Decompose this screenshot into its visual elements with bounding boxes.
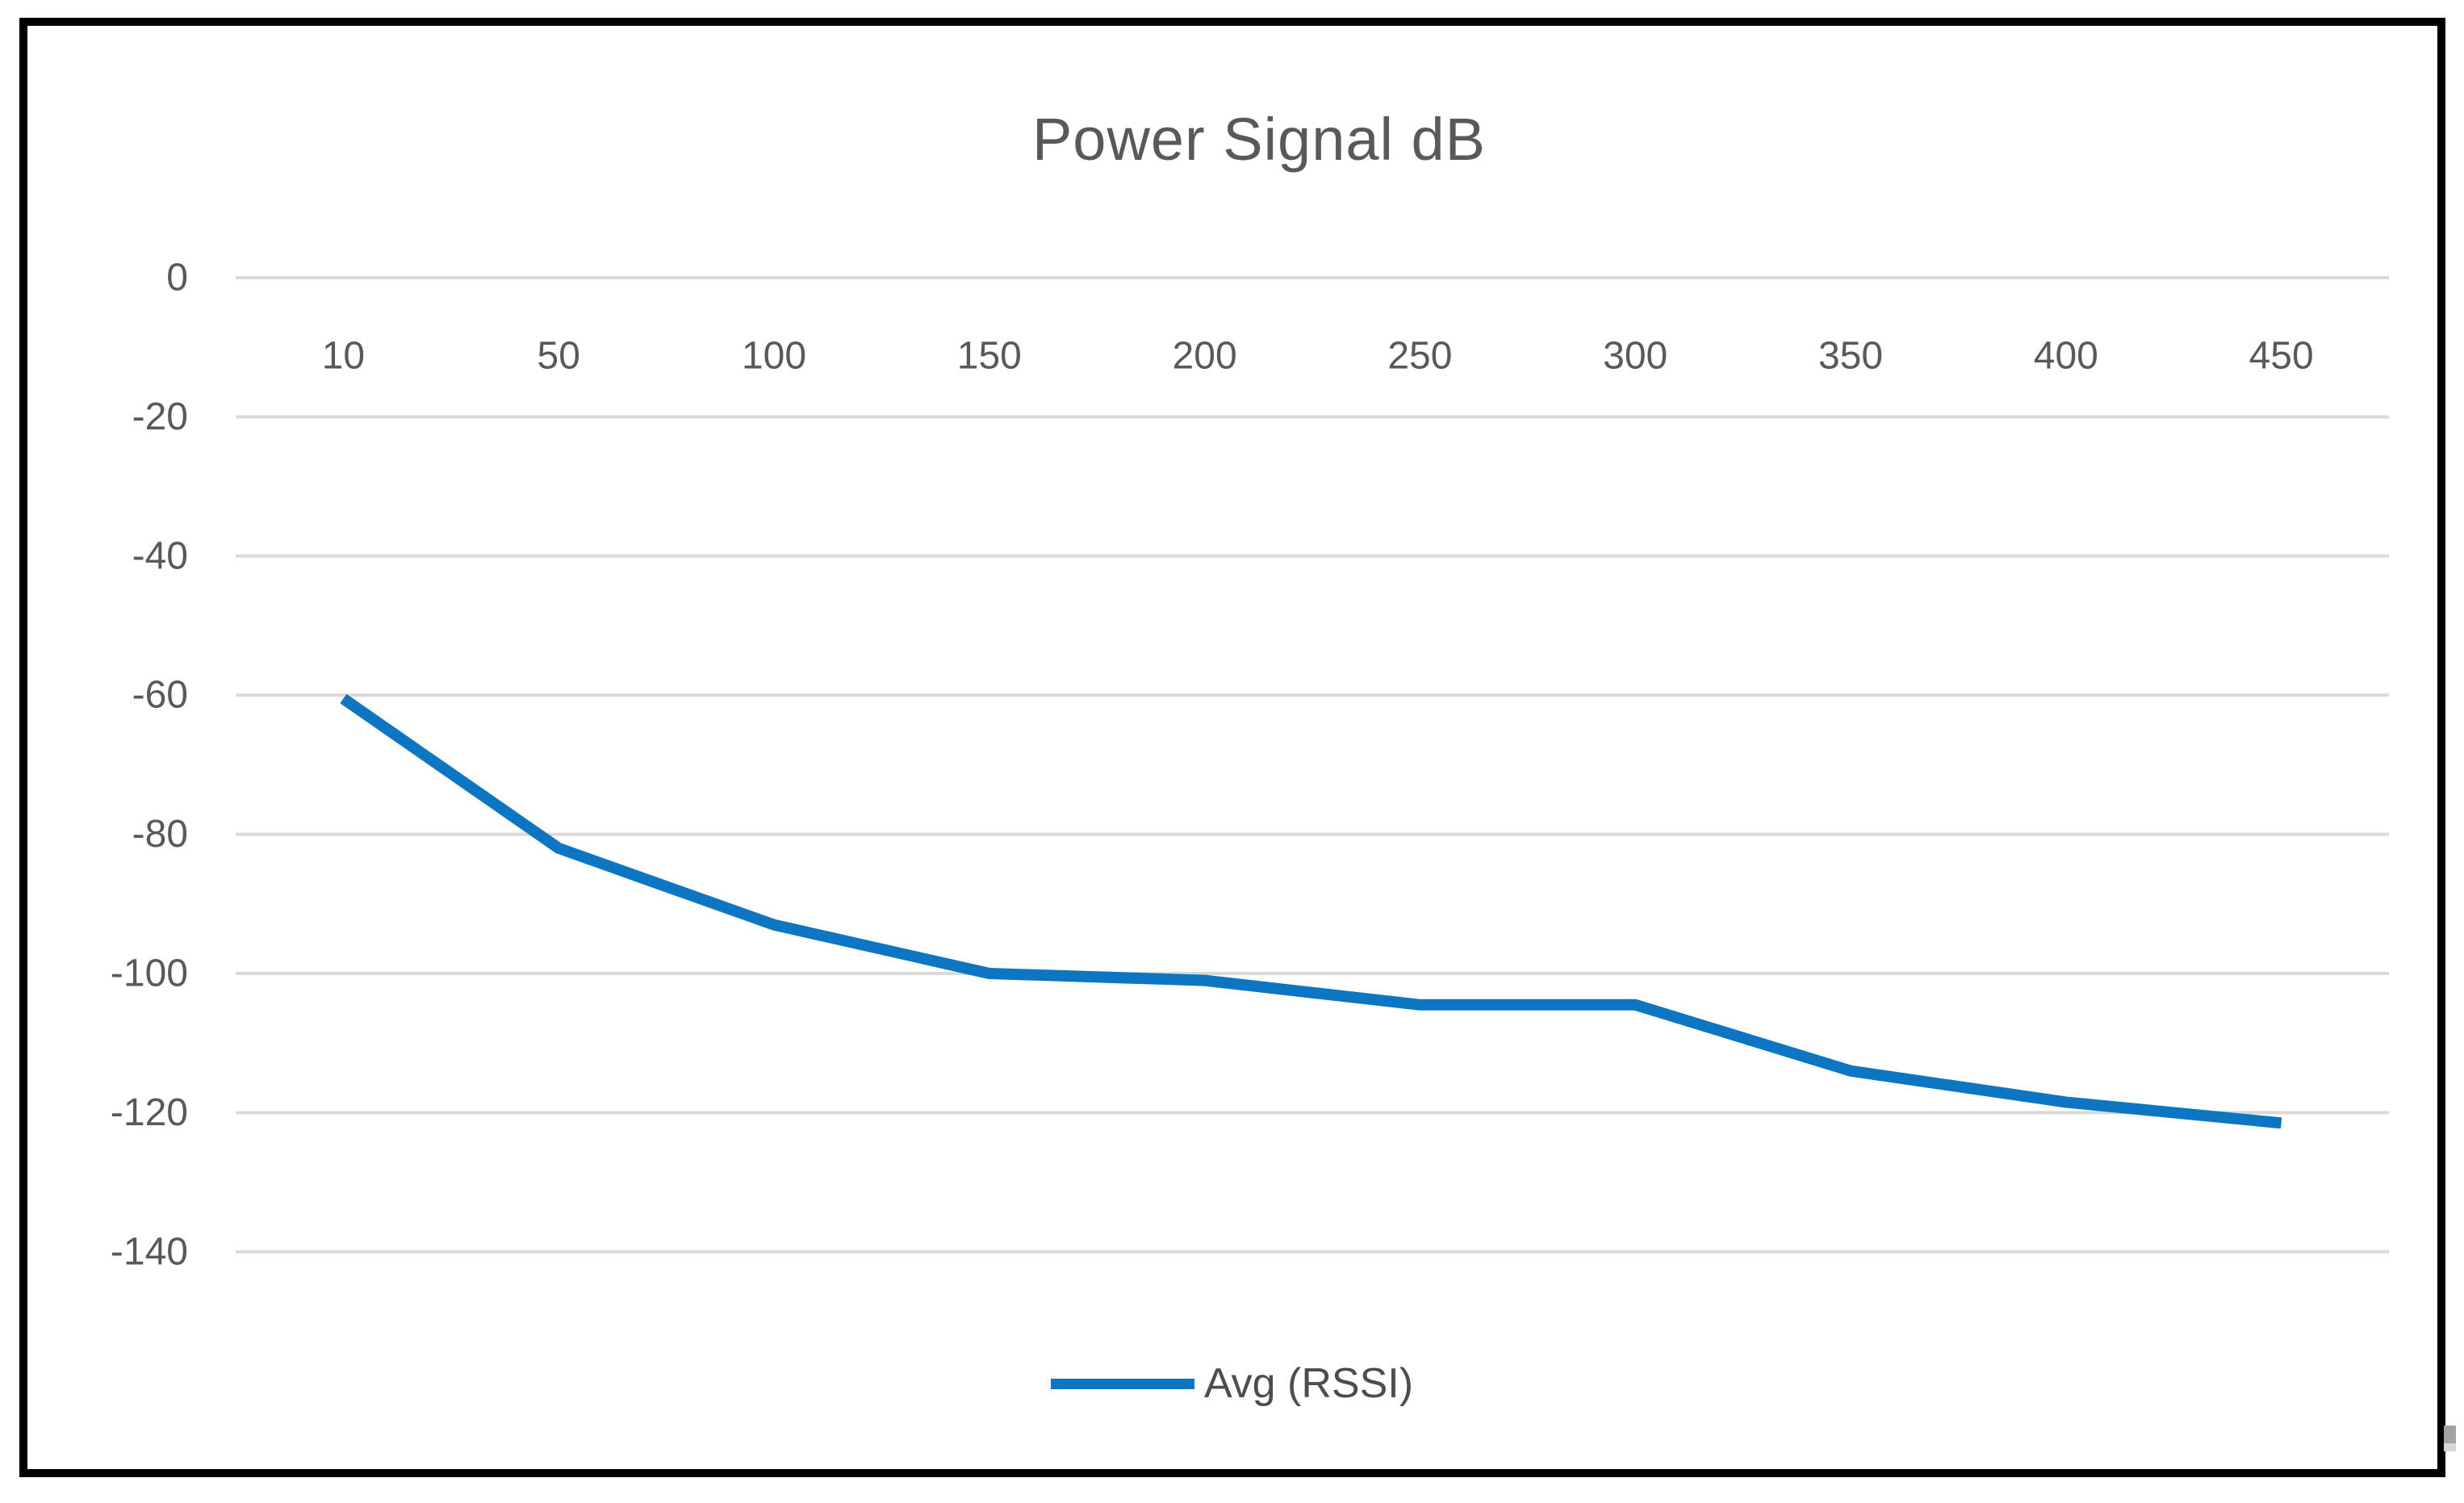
chart-title: Power Signal dB xyxy=(1031,106,1487,173)
y-axis-tick-label: -40 xyxy=(132,534,188,577)
x-axis-tick-label: 150 xyxy=(957,335,1022,378)
x-axis-tick-label: 100 xyxy=(742,335,806,378)
y-axis-tick-label: -100 xyxy=(111,952,188,995)
chart-legend: Avg (RSSI) xyxy=(0,1353,2464,1414)
x-axis-tick-label: 350 xyxy=(1818,335,1883,378)
x-axis-tick-label: 250 xyxy=(1387,335,1452,378)
right-border-handle-nub-shade xyxy=(2444,1443,2456,1451)
chart-border-frame xyxy=(19,18,2445,1477)
y-axis-tick-label: -60 xyxy=(132,674,188,717)
series-line-avg-rssi xyxy=(340,693,2282,1129)
x-axis-tick-label: 10 xyxy=(322,335,365,378)
y-axis-tick-label: -80 xyxy=(132,813,188,856)
right-border-handle-nub xyxy=(2444,1426,2456,1443)
y-axis-tick-label: 0 xyxy=(166,257,188,299)
x-axis-tick-label: 200 xyxy=(1173,335,1237,378)
legend-line-sample-icon xyxy=(1050,1378,1194,1389)
x-axis-tick-label: 400 xyxy=(2034,335,2098,378)
y-axis-tick-label: -140 xyxy=(111,1230,188,1273)
x-axis-tick-label: 50 xyxy=(538,335,580,378)
legend-series-label: Avg (RSSI) xyxy=(1203,1360,1414,1407)
y-axis-tick-label: -120 xyxy=(111,1091,188,1134)
x-axis-tick-label: 450 xyxy=(2249,335,2314,378)
y-axis-tick-label: -20 xyxy=(132,396,188,438)
x-axis-tick-label: 300 xyxy=(1603,335,1667,378)
